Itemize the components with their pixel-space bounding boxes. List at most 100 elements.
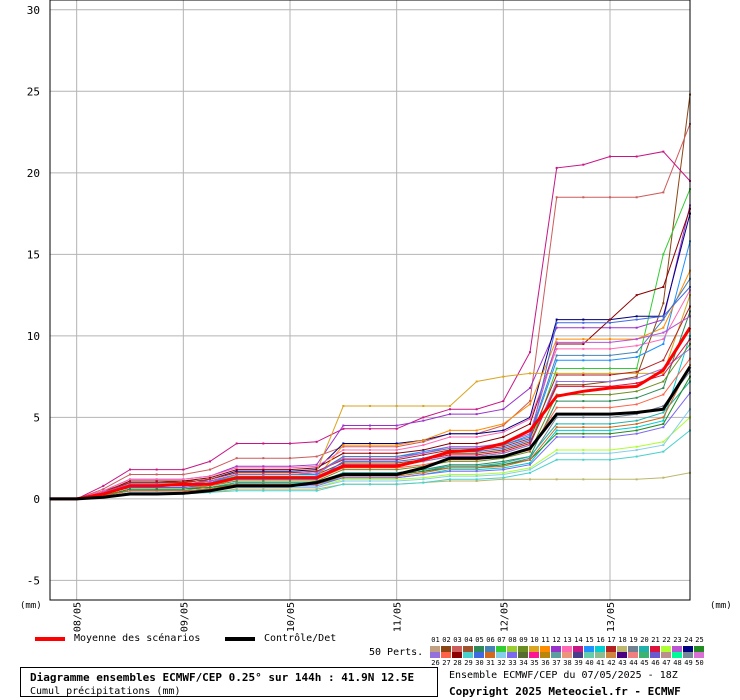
member-point bbox=[555, 449, 558, 451]
member-number: 19 bbox=[629, 636, 638, 644]
member-point bbox=[102, 494, 105, 497]
ensemble-members bbox=[49, 93, 691, 500]
member-point bbox=[502, 462, 505, 465]
member-point bbox=[609, 429, 611, 432]
member-point bbox=[449, 478, 451, 481]
member-point bbox=[449, 429, 451, 432]
x-axis-ticks: 08/05 09/05 10/05 11/05 12/05 13/05 bbox=[73, 602, 617, 632]
ensemble-member-line bbox=[50, 94, 691, 500]
member-point bbox=[555, 196, 558, 199]
member-point bbox=[502, 466, 505, 469]
member-point bbox=[662, 374, 665, 376]
member-point bbox=[662, 380, 665, 383]
member-point bbox=[555, 380, 558, 383]
member-point bbox=[342, 449, 345, 451]
member-number: 27 bbox=[442, 659, 451, 667]
member-point bbox=[635, 426, 638, 429]
member-point bbox=[235, 486, 238, 489]
member-point bbox=[609, 372, 611, 375]
member-point bbox=[662, 253, 665, 256]
member-point bbox=[475, 470, 478, 473]
member-point bbox=[582, 380, 585, 383]
member-point bbox=[609, 449, 611, 451]
member-swatch bbox=[485, 646, 495, 652]
member-point bbox=[529, 435, 531, 438]
member-point bbox=[342, 479, 345, 482]
member-point bbox=[502, 450, 505, 453]
member-point bbox=[529, 432, 531, 435]
member-point bbox=[315, 478, 318, 481]
member-point bbox=[449, 447, 451, 450]
member-point bbox=[475, 468, 478, 471]
member-point bbox=[662, 191, 665, 194]
member-point bbox=[555, 393, 558, 396]
y-unit-right: (mm) bbox=[710, 601, 732, 611]
member-point bbox=[609, 347, 611, 350]
member-point bbox=[582, 422, 585, 425]
member-point bbox=[502, 429, 505, 432]
member-point bbox=[422, 473, 425, 476]
member-point bbox=[475, 432, 478, 435]
member-point bbox=[609, 385, 611, 388]
member-point bbox=[422, 444, 425, 447]
member-point bbox=[395, 404, 398, 407]
member-point bbox=[262, 489, 265, 492]
member-point bbox=[369, 462, 371, 465]
member-point bbox=[529, 468, 531, 471]
member-point bbox=[555, 347, 558, 350]
member-point bbox=[342, 460, 345, 463]
member-point bbox=[555, 367, 558, 370]
member-number: 04 bbox=[464, 636, 473, 644]
member-point bbox=[422, 457, 425, 460]
member-point bbox=[475, 466, 478, 469]
member-point bbox=[369, 449, 371, 451]
member-point bbox=[609, 422, 611, 425]
member-swatch bbox=[474, 652, 484, 658]
member-point bbox=[422, 470, 425, 473]
member-point bbox=[582, 374, 585, 376]
member-point bbox=[342, 462, 345, 465]
member-point bbox=[209, 491, 211, 494]
member-point bbox=[395, 475, 398, 478]
member-point bbox=[529, 387, 531, 390]
member-point bbox=[262, 471, 265, 474]
member-point bbox=[555, 452, 558, 455]
member-point bbox=[155, 489, 158, 492]
member-number: 24 bbox=[684, 636, 693, 644]
member-number: 06 bbox=[486, 636, 495, 644]
member-point bbox=[609, 367, 611, 370]
member-point bbox=[529, 471, 531, 474]
member-point bbox=[502, 452, 505, 455]
copyright: Copyright 2025 Meteociel.fr - ECMWF bbox=[449, 685, 681, 698]
member-point bbox=[475, 380, 478, 383]
member-swatch bbox=[518, 652, 528, 658]
member-point bbox=[289, 488, 291, 491]
member-point bbox=[609, 318, 611, 321]
member-point bbox=[155, 481, 158, 484]
member-point bbox=[555, 432, 558, 435]
member-point bbox=[635, 196, 638, 199]
member-point bbox=[475, 460, 478, 463]
member-point bbox=[449, 466, 451, 469]
member-point bbox=[662, 450, 665, 453]
member-point bbox=[129, 468, 131, 471]
member-point bbox=[342, 455, 345, 458]
member-point bbox=[529, 478, 531, 481]
member-point bbox=[475, 473, 478, 476]
member-point bbox=[395, 479, 398, 482]
member-point bbox=[582, 432, 585, 435]
member-point bbox=[289, 489, 291, 492]
member-point bbox=[395, 424, 398, 427]
y-tick-label: 20 bbox=[27, 167, 40, 180]
member-point bbox=[155, 483, 158, 486]
x-tick-label: 11/05 bbox=[393, 602, 404, 632]
ensemble-member-line bbox=[50, 208, 691, 500]
member-point bbox=[369, 478, 371, 481]
member-number: 01 bbox=[431, 636, 440, 644]
member-point bbox=[502, 408, 505, 411]
member-point bbox=[102, 484, 105, 487]
member-number: 08 bbox=[508, 636, 517, 644]
member-swatch bbox=[573, 652, 583, 658]
member-point bbox=[609, 196, 611, 199]
member-point bbox=[502, 400, 505, 403]
